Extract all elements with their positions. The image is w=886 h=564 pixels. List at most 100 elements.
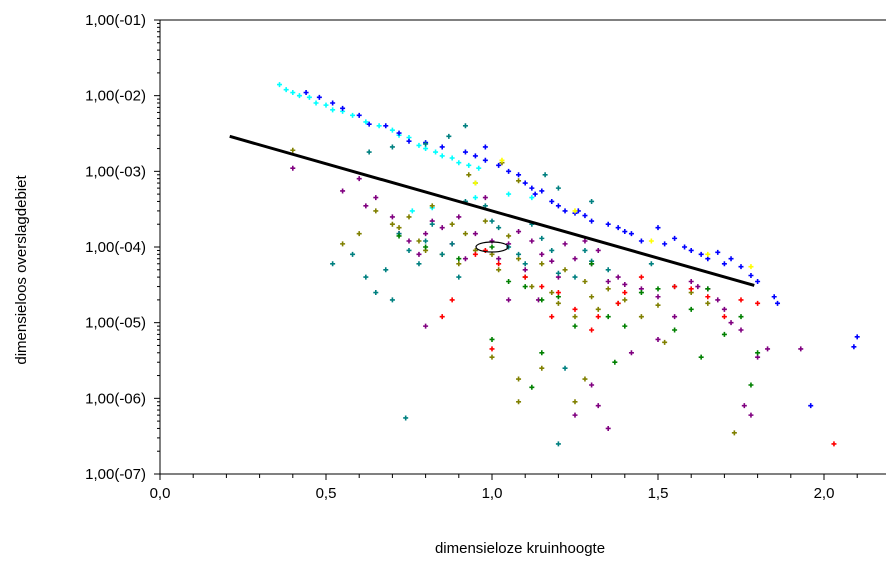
ellipse-marker xyxy=(475,241,509,253)
data-point xyxy=(555,300,561,306)
data-point xyxy=(416,251,422,257)
data-point xyxy=(582,238,588,244)
data-point xyxy=(549,198,555,204)
data-point xyxy=(423,146,429,152)
data-point xyxy=(775,300,781,306)
data-point xyxy=(572,208,578,214)
trend-line xyxy=(229,134,755,287)
data-point xyxy=(605,314,611,320)
data-point xyxy=(605,221,611,227)
data-point xyxy=(589,198,595,204)
data-point xyxy=(409,208,415,214)
data-point xyxy=(496,261,502,267)
data-point xyxy=(648,238,654,244)
data-point xyxy=(449,241,455,247)
data-point xyxy=(595,314,601,320)
data-point xyxy=(406,138,412,144)
data-point xyxy=(672,314,678,320)
data-point xyxy=(496,256,502,262)
data-point xyxy=(615,274,621,280)
data-point xyxy=(439,251,445,257)
data-point xyxy=(383,123,389,129)
data-point xyxy=(622,297,628,303)
data-point xyxy=(771,294,777,300)
data-point xyxy=(462,256,468,262)
data-point xyxy=(363,274,369,280)
data-point xyxy=(396,233,402,239)
data-point xyxy=(472,195,478,201)
data-point xyxy=(330,107,336,113)
data-point xyxy=(539,261,545,267)
data-point xyxy=(290,90,296,96)
data-point xyxy=(748,412,754,418)
data-point xyxy=(423,231,429,237)
data-point xyxy=(373,208,379,214)
data-point xyxy=(489,346,495,352)
data-point xyxy=(672,284,678,290)
data-point xyxy=(612,359,618,365)
data-point xyxy=(389,221,395,227)
data-point xyxy=(748,264,754,270)
data-point xyxy=(595,306,601,312)
data-point xyxy=(423,141,429,147)
data-point xyxy=(688,286,694,292)
data-point xyxy=(522,180,528,186)
data-point xyxy=(705,256,711,262)
data-point xyxy=(549,258,555,264)
data-point xyxy=(350,112,356,118)
data-point xyxy=(688,247,694,253)
data-point xyxy=(622,281,628,287)
data-point xyxy=(462,231,468,237)
x-axis-title: dimensieloze kruinhoogte xyxy=(435,540,605,557)
y-tick-label: 1,00(-02) xyxy=(85,88,146,105)
data-point xyxy=(466,162,472,168)
data-point xyxy=(738,264,744,270)
data-point xyxy=(755,354,761,360)
data-point xyxy=(582,213,588,219)
data-point xyxy=(516,178,522,184)
data-point xyxy=(290,165,296,171)
data-point xyxy=(688,278,694,284)
data-point xyxy=(356,112,362,118)
data-point xyxy=(466,172,472,178)
data-point xyxy=(555,290,561,296)
data-point xyxy=(555,441,561,447)
y-tick-label: 1,00(-05) xyxy=(85,315,146,332)
data-point xyxy=(496,267,502,273)
data-point xyxy=(542,172,548,178)
data-point xyxy=(638,238,644,244)
data-point xyxy=(323,102,329,108)
data-point xyxy=(748,382,754,388)
data-point xyxy=(363,119,369,125)
data-point xyxy=(728,320,734,326)
data-point xyxy=(655,225,661,231)
data-point xyxy=(283,87,289,93)
data-point xyxy=(728,256,734,262)
data-point xyxy=(539,235,545,241)
data-point xyxy=(555,270,561,276)
data-point xyxy=(539,297,545,303)
x-tick-label: 0,0 xyxy=(150,485,171,502)
data-point xyxy=(496,162,502,168)
data-point xyxy=(615,225,621,231)
data-point xyxy=(605,425,611,431)
data-point xyxy=(516,172,522,178)
data-point xyxy=(595,403,601,409)
data-point xyxy=(555,203,561,209)
data-point xyxy=(715,297,721,303)
data-point xyxy=(529,284,535,290)
data-point xyxy=(439,144,445,150)
x-tick-label: 1,5 xyxy=(648,485,669,502)
data-point xyxy=(721,314,727,320)
data-point xyxy=(449,221,455,227)
data-point xyxy=(622,290,628,296)
data-point xyxy=(572,306,578,312)
data-point xyxy=(516,376,522,382)
data-point xyxy=(522,274,528,280)
data-point xyxy=(698,251,704,257)
data-point xyxy=(738,314,744,320)
data-point xyxy=(406,238,412,244)
data-point xyxy=(316,94,322,100)
data-point xyxy=(705,294,711,300)
data-point xyxy=(738,327,744,333)
